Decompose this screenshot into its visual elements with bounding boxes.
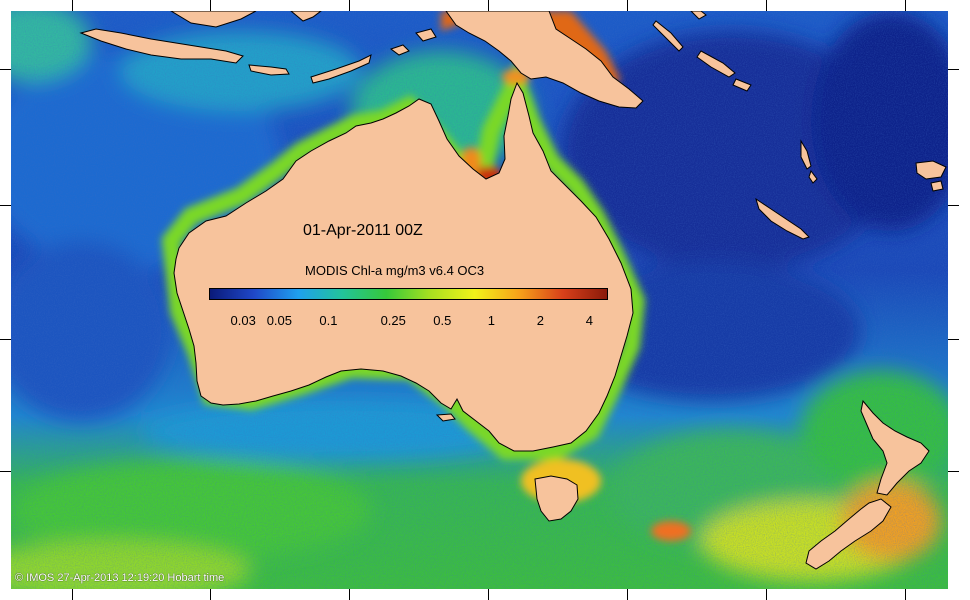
frame-tick [905, 0, 906, 11]
tasmania-land [534, 475, 579, 522]
colorbar-tick-label: 0.1 [319, 313, 338, 328]
timor-land [310, 54, 372, 84]
island-land [652, 20, 684, 52]
frame-tick [948, 339, 959, 340]
borneo-land [170, 11, 257, 28]
colorbar-tick-label: 0.05 [266, 313, 292, 328]
land [79, 11, 947, 570]
frame-tick [766, 0, 767, 11]
island-land [696, 50, 736, 78]
new-guinea-land [445, 11, 644, 109]
australia-land [173, 81, 634, 452]
fiji-land [915, 160, 947, 180]
island-land [435, 413, 456, 422]
frame-tick [0, 69, 11, 70]
frame-tick [72, 0, 73, 11]
colorbar [209, 288, 608, 300]
frame-tick [948, 471, 959, 472]
colorbar-label: MODIS Chl-a mg/m3 v6.4 OC3 [305, 263, 485, 278]
island-land [415, 28, 437, 42]
java-land [79, 28, 244, 64]
new-caledonia-land [755, 197, 810, 240]
frame-tick [210, 589, 211, 600]
island-land [732, 78, 752, 92]
lesser-sunda-land [248, 64, 290, 76]
frame-tick [627, 0, 628, 11]
colorbar-tick-label: 1 [487, 313, 495, 328]
chlorophyll-map [11, 11, 948, 589]
frame-tick [488, 589, 489, 600]
frame-tick [905, 589, 906, 600]
frame-tick [210, 0, 211, 11]
map-title: 01-Apr-2011 00Z [303, 222, 423, 239]
colorbar-tick-label: 2 [536, 313, 544, 328]
island-land [389, 44, 410, 56]
frame-tick [349, 589, 350, 600]
frame-tick [72, 589, 73, 600]
island-land [800, 139, 812, 170]
nz-south-island-land [805, 498, 892, 570]
frame-tick [948, 69, 959, 70]
frame-tick [0, 205, 11, 206]
frame-tick [349, 0, 350, 11]
frame-tick [627, 589, 628, 600]
credit-text: © IMOS 27-Apr-2013 12:19:20 Hobart time [15, 572, 225, 584]
frame-tick [0, 471, 11, 472]
frame-tick [766, 589, 767, 600]
colorbar-tick-label: 0.5 [433, 313, 452, 328]
island-land [690, 11, 707, 20]
island-land [808, 169, 818, 184]
nz-north-island-land [860, 399, 930, 496]
frame-tick [0, 339, 11, 340]
island-land [930, 180, 944, 192]
colorbar-tick-label: 4 [585, 313, 594, 328]
frame-tick [948, 205, 959, 206]
colorbar-tick-label: 0.25 [380, 313, 406, 328]
sulawesi-land [290, 11, 322, 22]
colorbar-tick-label: 0.03 [230, 313, 256, 328]
frame-tick [488, 0, 489, 11]
